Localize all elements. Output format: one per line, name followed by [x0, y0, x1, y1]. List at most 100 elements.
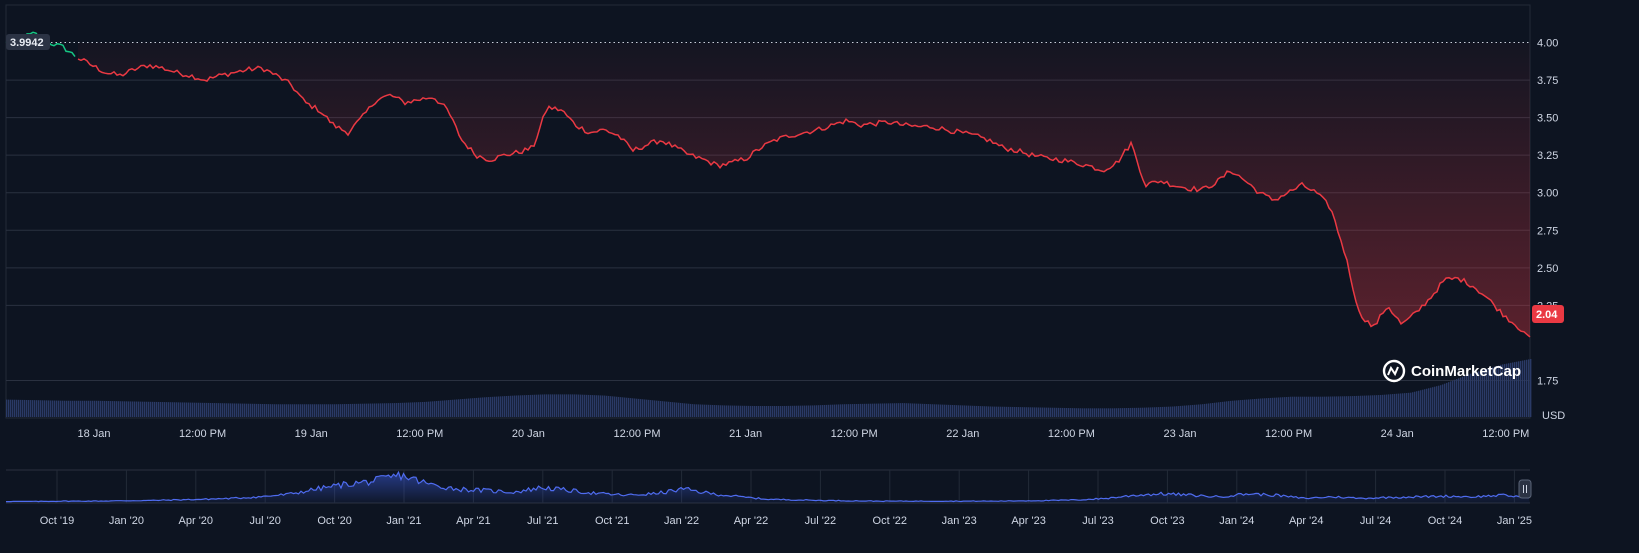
volume-bar — [1274, 397, 1276, 417]
navigator-x-tick-label: Jul '24 — [1360, 515, 1391, 527]
volume-bar — [1350, 396, 1352, 417]
volume-bar — [750, 405, 752, 417]
volume-bar — [166, 402, 168, 417]
volume-bar — [1092, 408, 1094, 417]
volume-bar — [34, 400, 36, 417]
volume-bar — [252, 403, 254, 417]
volume-bar — [752, 405, 754, 417]
volume-bar — [1396, 393, 1398, 417]
volume-bar — [396, 403, 398, 417]
x-tick-label: 12:00 PM — [1265, 428, 1312, 440]
volume-bar — [1270, 397, 1272, 417]
volume-bar — [826, 404, 828, 417]
volume-bar — [678, 402, 680, 417]
volume-bar — [692, 404, 694, 417]
volume-bar — [1004, 406, 1006, 417]
volume-bar — [630, 398, 632, 417]
volume-bar — [378, 403, 380, 417]
volume-bar — [954, 405, 956, 417]
volume-bar — [786, 405, 788, 417]
volume-bar — [1374, 395, 1376, 417]
volume-bar — [1438, 385, 1440, 417]
volume-bar — [1390, 394, 1392, 417]
volume-bar — [1426, 388, 1428, 417]
x-axis: 18 Jan 12:00 PM 19 Jan 12:00 PM 20 Jan 12:00 … — [77, 428, 1529, 440]
volume-bar — [1240, 400, 1242, 417]
volume-bar — [334, 404, 336, 417]
volume-bar — [1330, 396, 1332, 417]
volume-bar — [124, 401, 126, 417]
volume-bar — [30, 400, 32, 417]
y-tick-label: 3.00 — [1537, 188, 1558, 200]
volume-bar — [348, 403, 350, 417]
volume-bar — [176, 402, 178, 417]
volume-bar — [830, 404, 832, 417]
volume-bar — [1222, 401, 1224, 417]
volume-bar — [1312, 396, 1314, 417]
volume-bar — [138, 401, 140, 417]
volume-bar — [118, 401, 120, 417]
volume-bar — [998, 406, 1000, 417]
volume-bar — [264, 404, 266, 417]
volume-bar — [1454, 379, 1456, 417]
volume-bar — [982, 406, 984, 417]
volume-bar — [108, 401, 110, 417]
volume-bar — [792, 405, 794, 417]
volume-bar — [1044, 407, 1046, 417]
navigator-handle[interactable] — [1518, 479, 1532, 499]
volume-bar — [6, 399, 8, 417]
volume-bar — [1012, 406, 1014, 417]
volume-bar — [1140, 407, 1142, 417]
volume-bar — [660, 401, 662, 417]
volume-bar — [532, 394, 534, 417]
volume-bar — [1216, 402, 1218, 417]
volume-bar — [90, 400, 92, 417]
last-price-value: 2.04 — [1536, 309, 1558, 321]
volume-bar — [8, 399, 10, 417]
volume-bar — [282, 404, 284, 417]
navigator[interactable]: Oct '19 Jan '20 Apr '20 Jul '20 Oct '20 Jan '… — [6, 469, 1532, 527]
navigator-line — [6, 470, 1529, 503]
volume-bar — [422, 402, 424, 417]
volume-bar — [1416, 391, 1418, 417]
volume-bar — [944, 404, 946, 417]
volume-bar — [1492, 367, 1494, 417]
volume-bar — [86, 400, 88, 417]
volume-bar — [160, 402, 162, 417]
navigator-x-tick-label: Apr '24 — [1289, 515, 1324, 527]
volume-bar — [310, 404, 312, 417]
volume-bar — [364, 403, 366, 417]
volume-bar — [1104, 408, 1106, 417]
volume-bar — [1348, 396, 1350, 417]
volume-bar — [1380, 394, 1382, 417]
volume-bar — [968, 405, 970, 417]
volume-bar — [1118, 408, 1120, 417]
volume-bar — [1032, 407, 1034, 417]
volume-bar — [592, 395, 594, 417]
volume-bar — [1186, 405, 1188, 417]
volume-bar — [674, 402, 676, 417]
volume-bar — [1402, 393, 1404, 417]
volume-bar — [1284, 397, 1286, 417]
volume-bar — [1504, 364, 1506, 417]
volume-bar — [1392, 394, 1394, 417]
volume-bar — [908, 403, 910, 417]
volume-bar — [986, 406, 988, 417]
volume-bar — [914, 403, 916, 417]
volume-bar — [924, 403, 926, 417]
volume-bar — [352, 403, 354, 417]
navigator-x-tick-label: Apr '22 — [734, 515, 769, 527]
volume-bar — [1250, 399, 1252, 417]
volume-bar — [340, 404, 342, 417]
volume-bar — [1460, 377, 1462, 417]
volume-bar — [1488, 368, 1490, 417]
volume-bar — [304, 404, 306, 417]
volume-bar — [956, 405, 958, 417]
volume-bar — [500, 396, 502, 417]
volume-bar — [728, 405, 730, 417]
volume-bar — [400, 402, 402, 417]
volume-bar — [1430, 387, 1432, 417]
volume-bar — [1138, 407, 1140, 417]
volume-bar — [216, 403, 218, 417]
